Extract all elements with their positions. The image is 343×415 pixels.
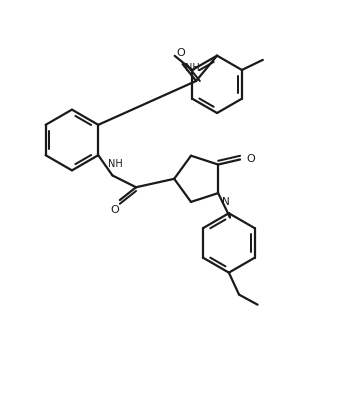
Text: NH: NH — [108, 159, 122, 168]
Text: NH: NH — [186, 63, 200, 73]
Text: N: N — [222, 197, 229, 207]
Text: O: O — [246, 154, 255, 164]
Text: O: O — [110, 205, 119, 215]
Text: O: O — [177, 48, 185, 58]
